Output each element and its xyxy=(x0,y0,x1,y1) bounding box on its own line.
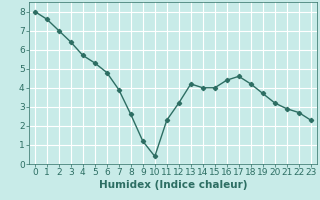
X-axis label: Humidex (Indice chaleur): Humidex (Indice chaleur) xyxy=(99,180,247,190)
